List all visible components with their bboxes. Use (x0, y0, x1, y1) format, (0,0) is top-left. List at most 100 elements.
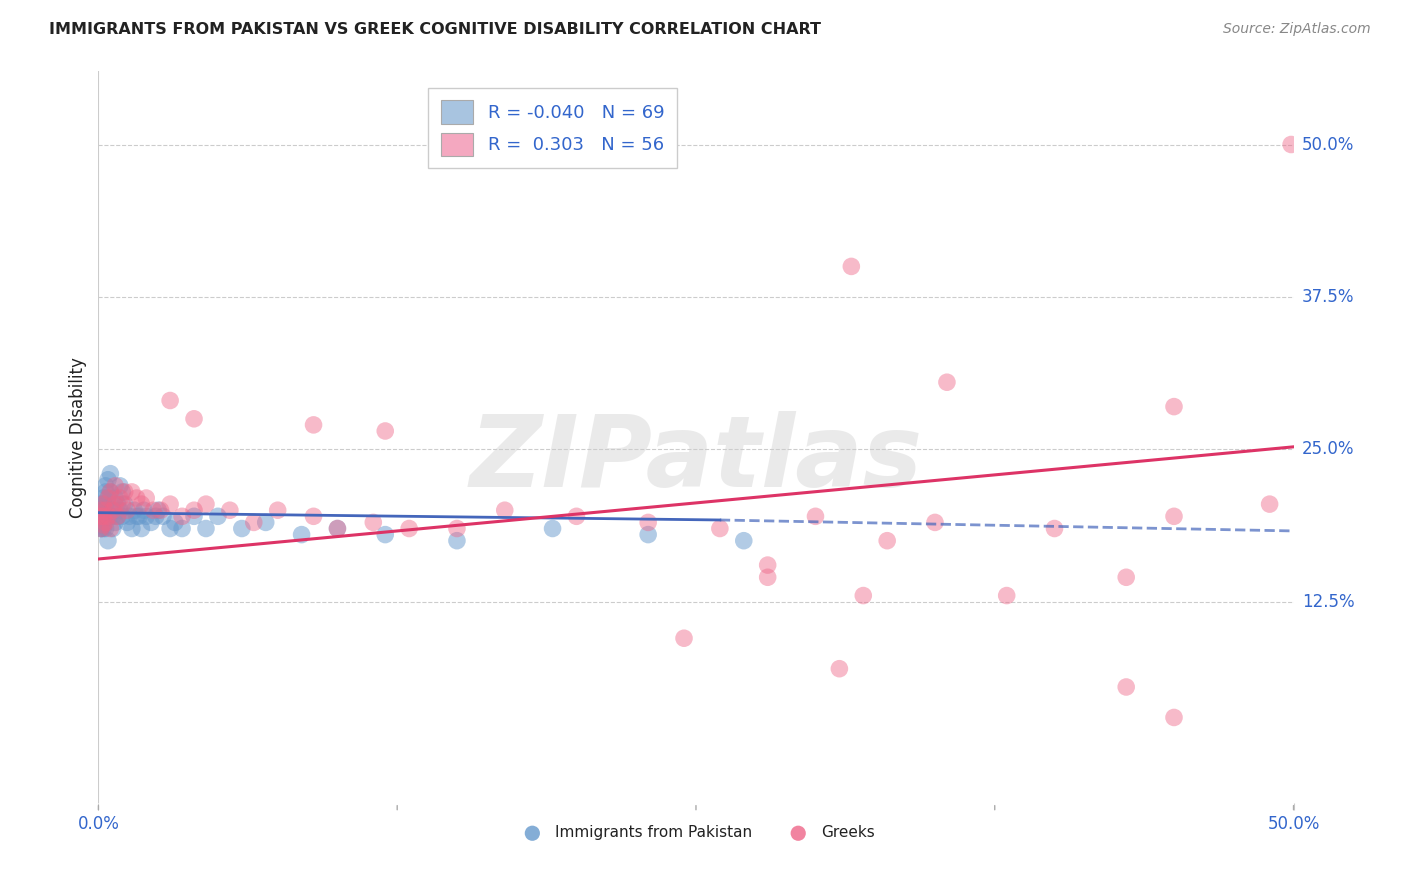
Point (995, 589, 1018, 603)
Point (104, 491, 127, 505)
Point (94, 479, 117, 493)
Point (183, 509, 205, 524)
Point (1163, 400, 1185, 414)
Point (756, 570, 779, 584)
Point (90, 509, 112, 524)
Point (90, 521, 112, 535)
Point (90, 513, 112, 527)
Point (207, 509, 229, 524)
Point (159, 497, 181, 511)
Point (97, 491, 120, 505)
Point (841, 260, 863, 274)
Point (94, 485, 117, 500)
Point (90, 507, 112, 521)
Point (114, 497, 136, 511)
Point (94, 503, 117, 517)
Point (94, 509, 117, 524)
Point (267, 503, 290, 517)
Text: 37.5%: 37.5% (1302, 288, 1354, 306)
Point (374, 527, 396, 541)
Point (94, 503, 117, 517)
Point (804, 509, 827, 524)
Point (172, 521, 194, 535)
Point (936, 376, 959, 390)
Point (111, 497, 134, 511)
Point (108, 491, 131, 505)
Text: 12.5%: 12.5% (1302, 592, 1354, 611)
Point (98, 485, 122, 500)
Point (163, 516, 186, 530)
Point (219, 503, 242, 517)
Point (565, 509, 588, 524)
Point (1279, 137, 1302, 152)
Point (97, 533, 120, 548)
Point (107, 509, 129, 524)
Point (131, 497, 153, 511)
Point (254, 516, 277, 530)
Y-axis label: Cognitive Disability: Cognitive Disability (69, 357, 87, 517)
Point (91, 509, 114, 524)
Point (135, 491, 157, 505)
Point (924, 516, 946, 530)
Point (852, 589, 875, 603)
Point (90, 516, 112, 530)
Point (152, 509, 174, 524)
Point (148, 503, 170, 517)
Point (1163, 710, 1185, 724)
Point (446, 533, 468, 548)
Point (1163, 509, 1185, 524)
Point (125, 509, 148, 524)
Point (828, 662, 851, 676)
Point (90, 497, 112, 511)
Point (90, 521, 112, 535)
Point (108, 479, 131, 493)
Point (118, 509, 141, 524)
Point (97, 509, 120, 524)
Point (172, 509, 194, 524)
Point (195, 497, 218, 511)
Point (132, 503, 155, 517)
Point (101, 509, 124, 524)
Point (876, 533, 898, 548)
Point (142, 503, 165, 517)
Point (91, 503, 114, 517)
Point (104, 497, 127, 511)
Point (91, 517, 114, 532)
Text: 25.0%: 25.0% (1302, 441, 1354, 458)
Point (111, 509, 134, 524)
Point (398, 521, 420, 535)
Point (90, 500, 112, 514)
Point (91, 497, 114, 511)
Point (128, 509, 150, 524)
Point (98, 485, 122, 500)
Point (115, 503, 138, 517)
Point (124, 503, 146, 517)
Point (97, 473, 120, 487)
Point (183, 412, 205, 426)
Point (195, 521, 218, 535)
Point (183, 503, 205, 517)
Point (107, 497, 129, 511)
Point (1043, 521, 1066, 535)
Point (90, 503, 112, 517)
Point (125, 491, 148, 505)
Point (446, 521, 468, 535)
Point (363, 516, 385, 530)
Point (91, 491, 114, 505)
Point (107, 509, 129, 524)
Point (145, 509, 167, 524)
Point (637, 516, 659, 530)
Point (374, 424, 396, 438)
Point (121, 485, 143, 500)
Point (709, 521, 731, 535)
Point (90, 503, 112, 517)
Text: Source: ZipAtlas.com: Source: ZipAtlas.com (1223, 22, 1371, 37)
Point (231, 521, 253, 535)
Point (243, 516, 266, 530)
Point (494, 503, 516, 517)
Point (756, 558, 779, 573)
Point (135, 509, 157, 524)
Point (149, 503, 172, 517)
Point (91, 509, 114, 524)
Point (104, 479, 127, 493)
